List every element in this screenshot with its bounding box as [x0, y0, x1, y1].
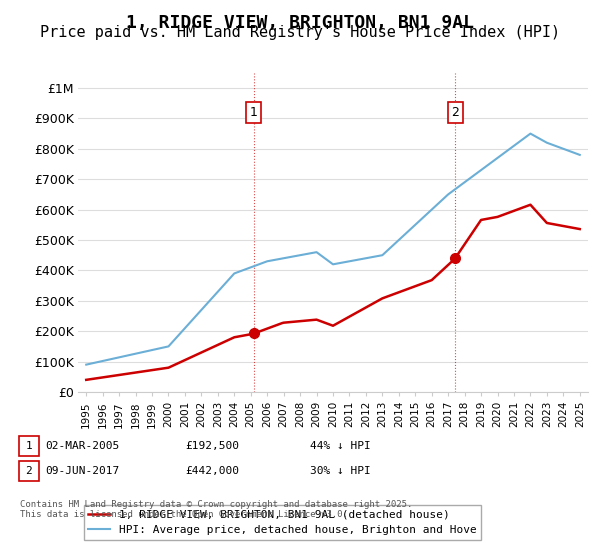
Text: 02-MAR-2005: 02-MAR-2005 — [45, 441, 119, 451]
Text: 1: 1 — [26, 441, 32, 451]
FancyBboxPatch shape — [19, 461, 39, 481]
Text: 1, RIDGE VIEW, BRIGHTON, BN1 9AL: 1, RIDGE VIEW, BRIGHTON, BN1 9AL — [126, 14, 474, 32]
Text: 30% ↓ HPI: 30% ↓ HPI — [310, 466, 371, 476]
Text: £192,500: £192,500 — [185, 441, 239, 451]
Text: 2: 2 — [451, 106, 460, 119]
FancyBboxPatch shape — [19, 436, 39, 456]
Text: £442,000: £442,000 — [185, 466, 239, 476]
Text: Price paid vs. HM Land Registry's House Price Index (HPI): Price paid vs. HM Land Registry's House … — [40, 25, 560, 40]
Legend: 1, RIDGE VIEW, BRIGHTON, BN1 9AL (detached house), HPI: Average price, detached : 1, RIDGE VIEW, BRIGHTON, BN1 9AL (detach… — [83, 505, 481, 540]
Text: 09-JUN-2017: 09-JUN-2017 — [45, 466, 119, 476]
Text: 1: 1 — [250, 106, 257, 119]
Text: 44% ↓ HPI: 44% ↓ HPI — [310, 441, 371, 451]
Text: 2: 2 — [26, 466, 32, 476]
Text: Contains HM Land Registry data © Crown copyright and database right 2025.
This d: Contains HM Land Registry data © Crown c… — [20, 500, 412, 520]
